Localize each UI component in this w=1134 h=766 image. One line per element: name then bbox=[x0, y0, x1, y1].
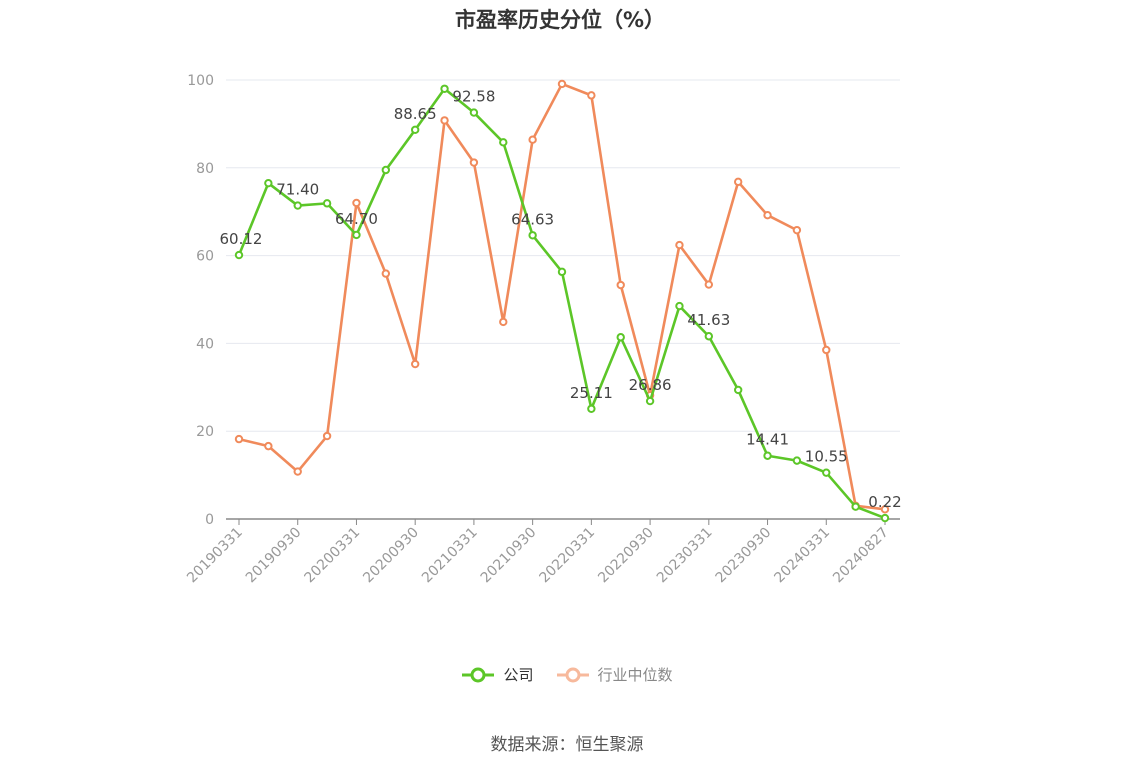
legend-item-industry[interactable]: 行业中位数 bbox=[556, 664, 673, 685]
point-company-11 bbox=[557, 267, 567, 277]
point-company-14 bbox=[645, 396, 655, 406]
axis-layer: 0 20 40 60 80 100 2019033120190930202003312020… bbox=[184, 73, 900, 586]
point-industry-5 bbox=[381, 269, 391, 278]
legend-company-label: 公司 bbox=[503, 666, 534, 684]
point-industry-13 bbox=[616, 280, 625, 290]
y-tick-label-0: 0 bbox=[205, 512, 214, 528]
point-company-7 bbox=[440, 84, 449, 93]
series-line-company bbox=[237, 87, 886, 520]
point-industry-17 bbox=[733, 177, 743, 187]
point-industry-8 bbox=[469, 158, 479, 167]
data-label-company-10: 64.63 bbox=[511, 210, 554, 228]
x-tick-label-20210930: 20210930 bbox=[478, 525, 540, 587]
x-tick-label-20230930: 20230930 bbox=[713, 525, 775, 587]
data-label-company-18: 14.41 bbox=[746, 431, 789, 449]
point-industry-4 bbox=[352, 198, 361, 208]
legend-company-marker-icon bbox=[462, 667, 495, 682]
data-label-company-6: 88.65 bbox=[394, 105, 437, 123]
point-company-0 bbox=[234, 250, 244, 260]
point-company-21 bbox=[851, 502, 860, 511]
point-company-4 bbox=[352, 230, 361, 240]
point-company-9 bbox=[499, 138, 508, 147]
series-layer bbox=[234, 79, 890, 523]
point-company-12 bbox=[587, 404, 596, 413]
point-industry-15 bbox=[675, 240, 684, 250]
y-tick-label-80: 80 bbox=[196, 161, 214, 177]
point-industry-1 bbox=[264, 441, 273, 451]
data-source: 数据来源：恒生聚源 bbox=[490, 735, 644, 755]
point-company-3 bbox=[322, 199, 332, 208]
data-label-company-14: 26.86 bbox=[629, 376, 672, 394]
point-industry-11 bbox=[557, 79, 567, 89]
x-tick-label-20190331: 20190331 bbox=[184, 525, 246, 587]
point-industry-0 bbox=[234, 434, 244, 444]
point-company-13 bbox=[616, 333, 625, 342]
y-tick-label-60: 60 bbox=[196, 249, 214, 265]
point-industry-7 bbox=[440, 116, 449, 125]
x-tick-label-20210331: 20210331 bbox=[419, 525, 481, 587]
point-company-8 bbox=[469, 108, 479, 117]
point-industry-16 bbox=[704, 280, 714, 289]
data-label-company-8: 92.58 bbox=[452, 88, 495, 106]
chart-title: 市盈率历史分位（%） bbox=[454, 8, 666, 32]
point-company-10 bbox=[528, 231, 537, 240]
data-label-company-4: 64.70 bbox=[335, 210, 378, 228]
point-company-15 bbox=[675, 301, 684, 311]
point-industry-6 bbox=[410, 359, 420, 369]
x-tick-label-20230331: 20230331 bbox=[654, 525, 716, 587]
legend: 公司 行业中位数 bbox=[0, 664, 1134, 685]
data-label-company-22: 0.22 bbox=[868, 493, 901, 511]
point-company-16 bbox=[704, 332, 714, 341]
point-industry-22 bbox=[880, 505, 890, 514]
y-tick-label-40: 40 bbox=[196, 336, 214, 352]
x-tick-label-20190930: 20190930 bbox=[243, 525, 305, 587]
legend-industry-label: 行业中位数 bbox=[597, 666, 673, 684]
data-label-layer: 60.12 71.40 64.70 88.65 92.58 64.63 25.11 26.86… bbox=[220, 88, 902, 511]
legend-industry-marker-icon bbox=[556, 667, 589, 682]
x-tick-label-20220331: 20220331 bbox=[536, 525, 598, 587]
x-tick-label-20200930: 20200930 bbox=[360, 525, 422, 587]
point-industry-20 bbox=[822, 345, 831, 355]
data-label-company-0: 60.12 bbox=[220, 230, 263, 248]
x-tick-label-20240827: 20240827 bbox=[830, 525, 892, 587]
point-industry-19 bbox=[792, 225, 802, 235]
y-tick-label-100: 100 bbox=[187, 73, 214, 89]
point-industry-3 bbox=[322, 431, 332, 441]
point-company-17 bbox=[733, 385, 743, 395]
point-industry-10 bbox=[528, 135, 537, 144]
point-company-5 bbox=[381, 165, 391, 175]
grid-layer bbox=[226, 79, 900, 432]
point-company-2 bbox=[293, 201, 302, 210]
point-industry-18 bbox=[763, 211, 772, 220]
point-company-18 bbox=[763, 451, 772, 460]
point-company-6 bbox=[410, 125, 420, 135]
data-label-company-16: 41.63 bbox=[687, 311, 730, 329]
x-tick-label-20200331: 20200331 bbox=[302, 525, 364, 587]
point-industry-12 bbox=[587, 91, 596, 100]
x-tick-label-20220930: 20220930 bbox=[595, 525, 657, 587]
point-company-22 bbox=[880, 513, 890, 523]
x-tick-label-20240331: 20240331 bbox=[771, 525, 833, 587]
data-label-company-20: 10.55 bbox=[805, 448, 848, 466]
data-label-company-12: 25.11 bbox=[570, 384, 613, 402]
point-company-19 bbox=[792, 456, 802, 465]
y-tick-label-20: 20 bbox=[196, 424, 214, 440]
point-industry-9 bbox=[499, 317, 508, 327]
legend-item-company[interactable]: 公司 bbox=[461, 664, 534, 685]
point-company-20 bbox=[822, 468, 831, 477]
data-label-company-2: 71.40 bbox=[276, 181, 319, 199]
point-industry-2 bbox=[293, 467, 302, 476]
point-company-1 bbox=[264, 178, 273, 188]
